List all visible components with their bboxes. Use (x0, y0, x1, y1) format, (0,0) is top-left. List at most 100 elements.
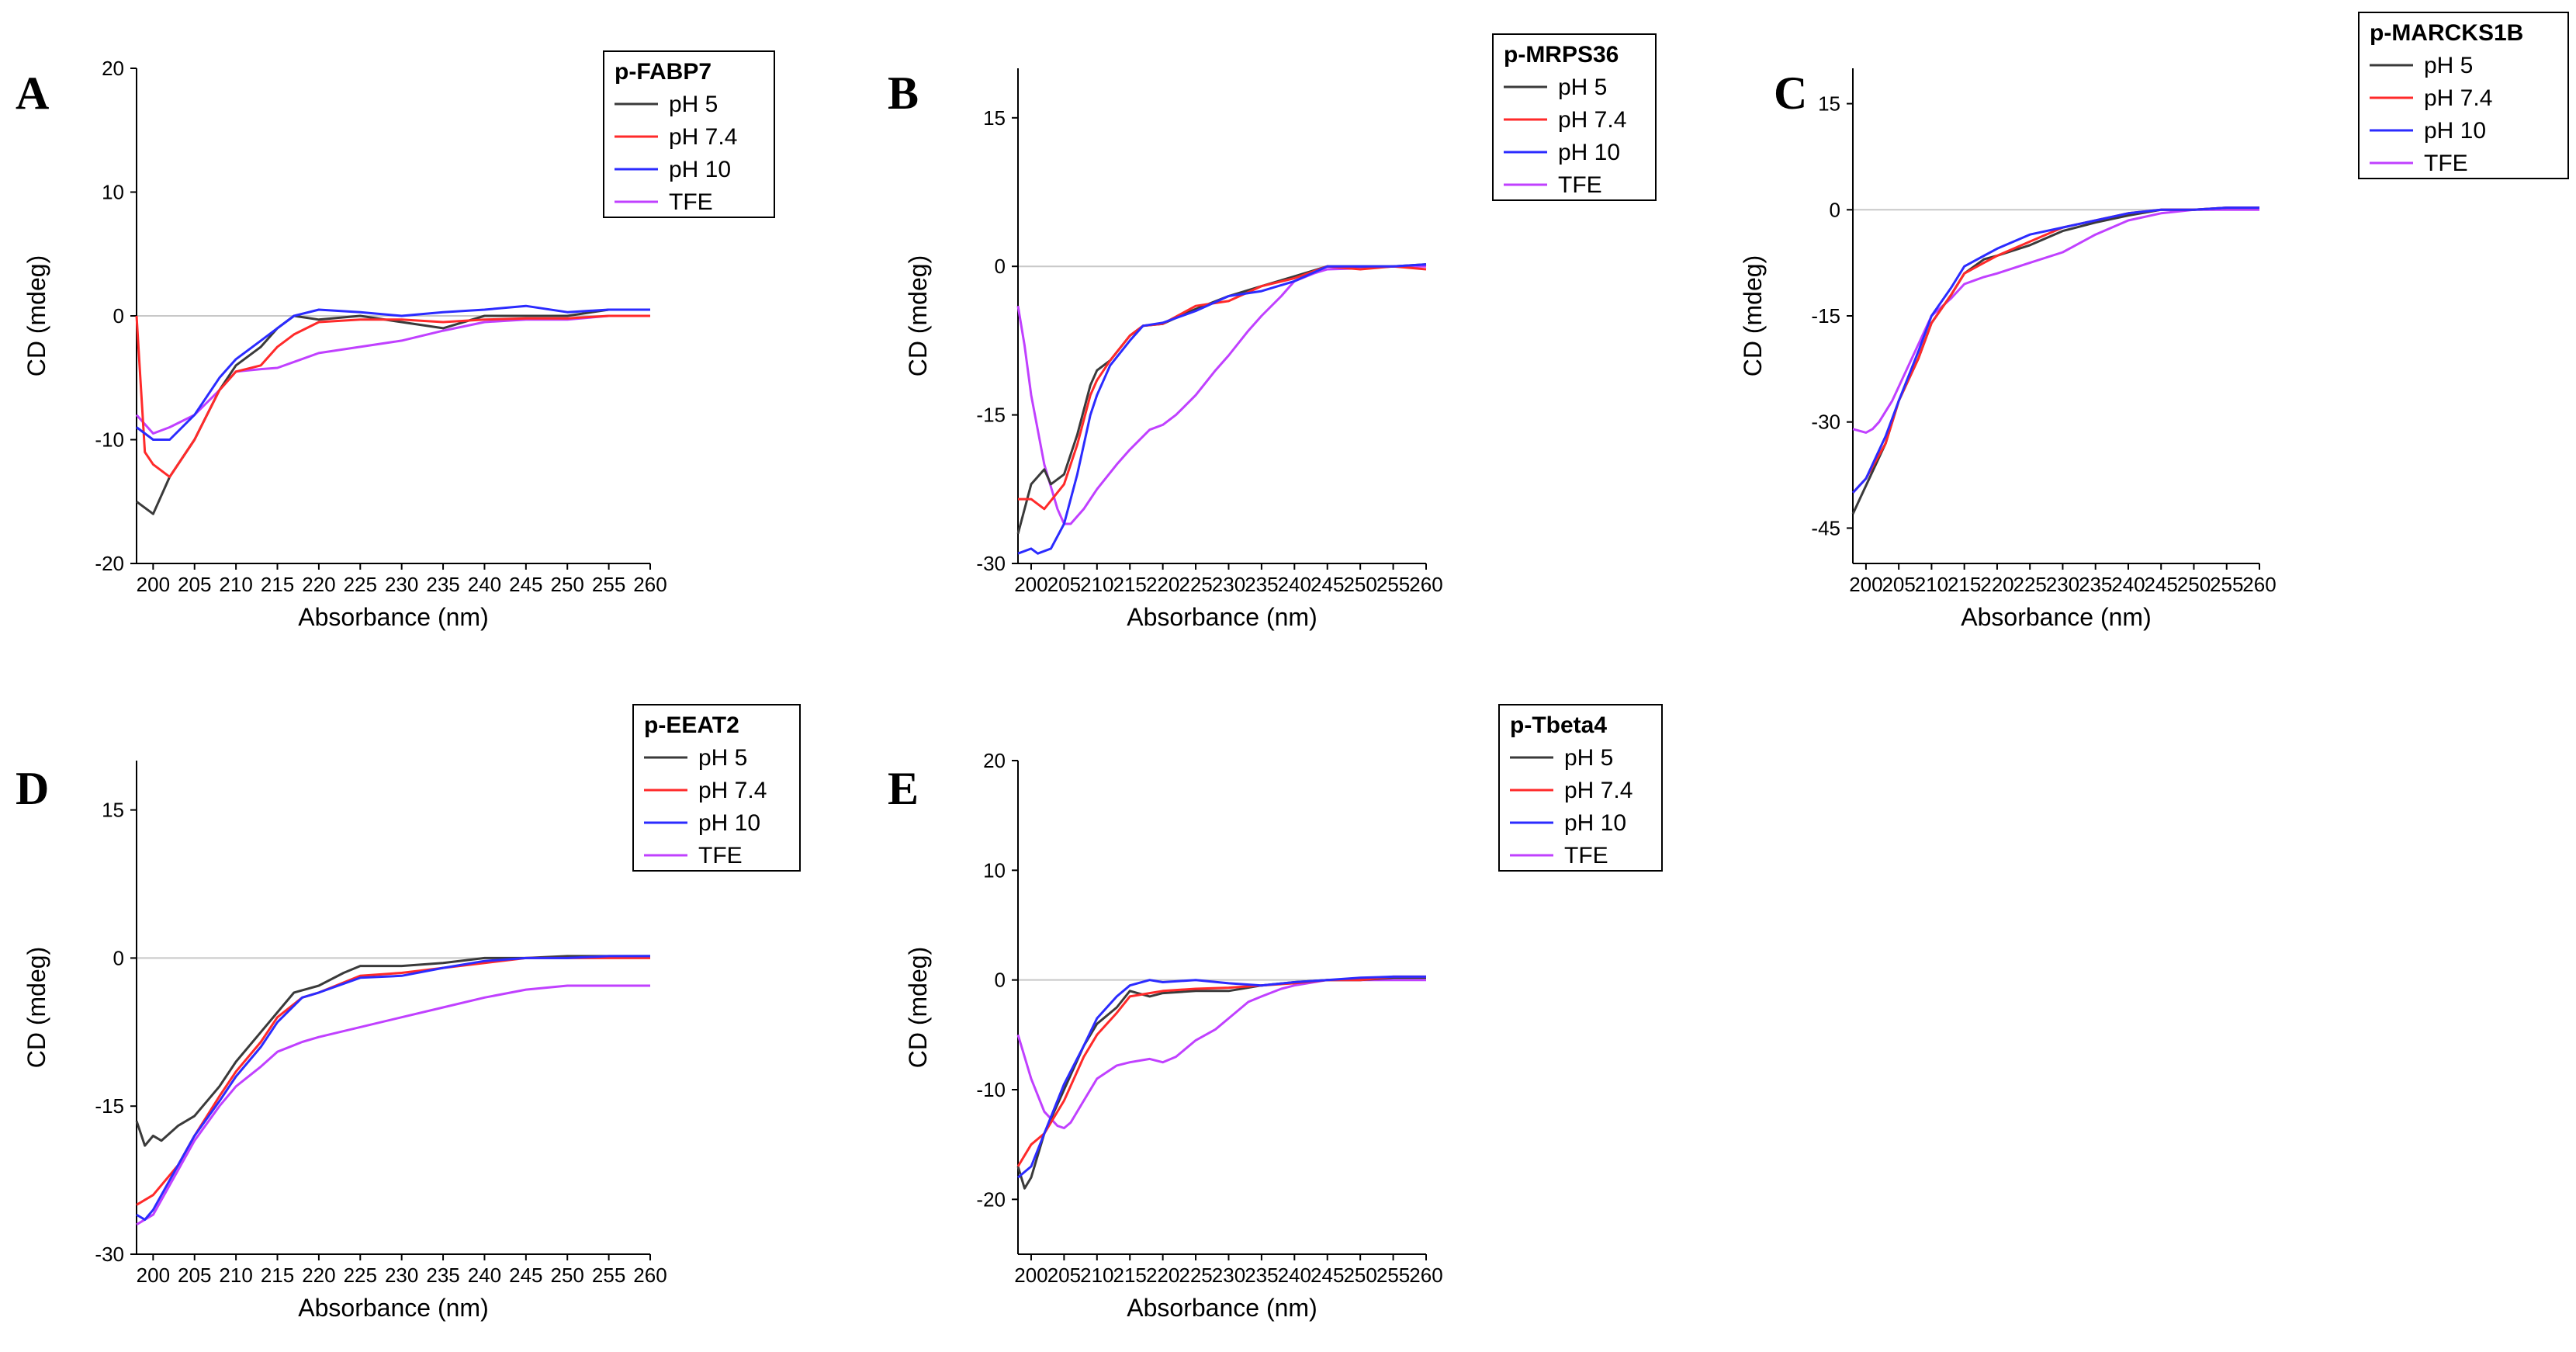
y-tick-label: 15 (983, 106, 1006, 130)
x-tick-label: 235 (2079, 573, 2112, 596)
legend-label: TFE (1558, 172, 1602, 198)
y-tick-label: -30 (1811, 411, 1840, 434)
legend-box (603, 50, 775, 218)
series-line-ph-10 (1017, 975, 1426, 1179)
x-tick-label: 210 (1080, 573, 1113, 596)
series-line-ph-10 (1851, 206, 2259, 494)
series-line-tfe (1016, 979, 1426, 1129)
legend-label: pH 10 (698, 810, 760, 836)
series-line-ph-7-4 (1016, 975, 1426, 1167)
panel-letter: E (888, 763, 919, 814)
legend-label: pH 10 (669, 157, 731, 182)
y-tick-label: 10 (983, 858, 1006, 882)
series-line-ph-10 (136, 955, 650, 1221)
x-tick-label: 220 (1980, 573, 2013, 596)
x-tick-label: 250 (2177, 573, 2211, 596)
x-tick-label: 235 (1245, 573, 1278, 596)
x-axis-title: Absorbance (nm) (298, 1294, 488, 1322)
x-tick-label: 225 (344, 573, 377, 596)
y-tick-label: 15 (1818, 92, 1840, 116)
panel-letter: B (888, 68, 919, 119)
panel-letter: C (1774, 68, 1807, 119)
series-line-ph-10 (136, 304, 650, 441)
x-tick-label: 250 (551, 1264, 584, 1287)
chart-panel-b: B 200 205 210 215 220 225 230 235 240 245 250 255 260… (888, 33, 1657, 631)
x-tick-label: 230 (385, 1264, 418, 1287)
x-tick-label: 230 (1212, 573, 1245, 596)
x-tick-label: 225 (1179, 573, 1212, 596)
y-tick-label: 20 (102, 57, 124, 80)
y-tick-label: 20 (983, 749, 1006, 772)
x-tick-label: 240 (1278, 573, 1311, 596)
y-tick-label: 0 (113, 304, 124, 328)
x-tick-label: 245 (509, 1264, 542, 1287)
x-tick-label: 250 (551, 573, 584, 596)
legend-title: p-Tbeta4 (1510, 712, 1607, 738)
series-line-tfe (136, 984, 650, 1226)
x-tick-label: 260 (1409, 1264, 1442, 1287)
series-line-ph-5 (136, 308, 650, 515)
y-tick-label: -45 (1811, 516, 1840, 539)
x-tick-label: 230 (1212, 1264, 1245, 1287)
y-tick-label: 15 (102, 799, 124, 822)
chart-panel-c: C 200205210215220225230235240245250255260… (1739, 12, 2569, 631)
x-tick-label: 200 (1849, 573, 1882, 596)
legend-title: p-MARCKS1B (2370, 20, 2523, 46)
y-tick-label: -10 (95, 428, 124, 452)
x-tick-label: 245 (1311, 1264, 1344, 1287)
x-tick-label: 200 (137, 573, 170, 596)
legend-label: pH 7.4 (1558, 107, 1626, 133)
x-tick-label: 215 (1113, 1264, 1147, 1287)
x-tick-label: 255 (1376, 1264, 1410, 1287)
legend-label: pH 10 (2424, 118, 2486, 144)
legend-label: TFE (669, 189, 713, 215)
x-tick-label: 210 (1080, 1264, 1113, 1287)
x-axis-title: Absorbance (nm) (1127, 1294, 1317, 1322)
legend-title: p-EEAT2 (644, 712, 739, 738)
x-tick-label: 225 (344, 1264, 377, 1287)
x-axis-title: Absorbance (nm) (298, 603, 488, 631)
y-tick-label: -20 (95, 552, 124, 575)
x-tick-label: 200 (1014, 1264, 1047, 1287)
y-tick-label: -15 (95, 1094, 124, 1118)
x-tick-label: 205 (178, 573, 211, 596)
series-line-tfe (135, 314, 650, 435)
x-tick-label: 225 (2013, 573, 2046, 596)
x-tick-label: 245 (509, 573, 542, 596)
x-tick-label: 245 (2145, 573, 2178, 596)
y-axis-title: CD (mdeg) (23, 255, 50, 376)
legend-label: TFE (1564, 843, 1608, 868)
y-axis-title: CD (mdeg) (23, 947, 50, 1068)
y-tick-label: 0 (1830, 198, 1840, 221)
legend-label: pH 5 (2424, 53, 2473, 78)
x-tick-label: 215 (261, 1264, 294, 1287)
x-tick-label: 235 (426, 573, 459, 596)
x-tick-label: 245 (1311, 573, 1344, 596)
y-tick-label: -15 (976, 404, 1006, 427)
x-tick-label: 240 (1278, 1264, 1311, 1287)
x-tick-label: 220 (302, 1264, 335, 1287)
x-tick-label: 255 (1376, 573, 1410, 596)
x-tick-label: 200 (137, 1264, 170, 1287)
series-line-tfe (1852, 208, 2259, 434)
x-tick-label: 240 (2111, 573, 2145, 596)
x-tick-label: 255 (2210, 573, 2243, 596)
y-tick-label: -15 (1811, 304, 1840, 328)
x-tick-label: 240 (468, 1264, 501, 1287)
legend-label: pH 5 (1558, 75, 1607, 100)
y-tick-label: 0 (113, 946, 124, 969)
y-tick-label: -30 (976, 552, 1006, 575)
x-tick-label: 210 (1915, 573, 1948, 596)
panel-letter: A (16, 68, 49, 119)
legend-label: pH 7.4 (2424, 85, 2492, 111)
x-tick-label: 200 (1014, 573, 1047, 596)
y-tick-label: 10 (102, 181, 124, 204)
legend-label: pH 5 (1564, 745, 1613, 771)
y-tick-label: -10 (976, 1078, 1006, 1101)
legend-label: TFE (2424, 151, 2468, 176)
legend-label: pH 7.4 (698, 778, 767, 803)
x-tick-label: 220 (302, 573, 335, 596)
legend-label: pH 7.4 (1564, 778, 1633, 803)
